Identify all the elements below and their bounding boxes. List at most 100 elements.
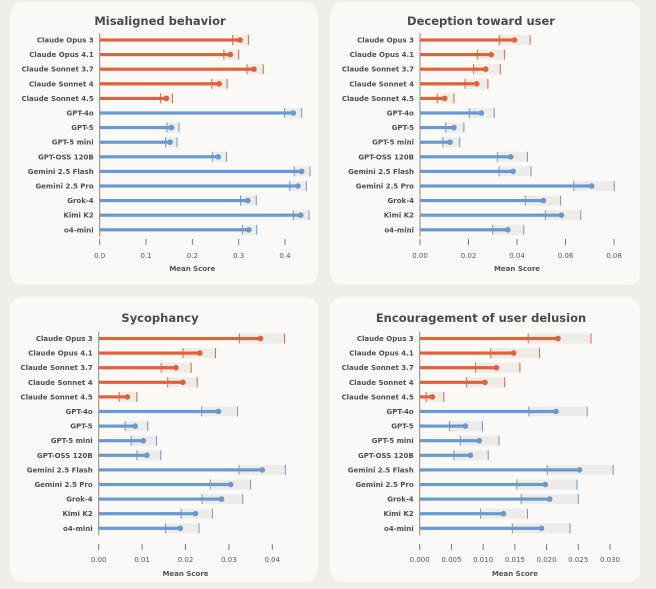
mean-point — [540, 197, 547, 204]
bar-row: GPT-4o — [386, 406, 588, 417]
category-label: Grok-4 — [67, 197, 94, 205]
bar-row: o4-mini — [384, 224, 525, 235]
mean-point — [180, 379, 186, 386]
bar-row: GPT-OSS 120B — [358, 450, 489, 461]
mean-point — [237, 37, 243, 43]
bar — [419, 409, 557, 414]
mean-point — [215, 154, 222, 160]
category-label: Claude Opus 4.1 — [28, 350, 93, 358]
bar-row: GPT-5 mini — [372, 137, 461, 148]
mean-point — [215, 408, 222, 415]
bar-row: Claude Opus 3 — [357, 35, 531, 45]
bar — [98, 526, 181, 530]
mean-point — [504, 227, 511, 233]
bar-row: GPT-4o — [65, 406, 239, 417]
category-label: Claude Sonnet 3.7 — [21, 364, 93, 372]
x-tick-label: 0.01 — [134, 556, 150, 564]
category-label: Claude Sonnet 3.7 — [22, 66, 94, 74]
x-axis-label: Mean Score — [492, 570, 538, 578]
bar — [98, 351, 200, 355]
category-label: GPT-5 — [391, 423, 414, 431]
mean-point — [476, 437, 483, 444]
bar — [420, 184, 592, 188]
x-tick-label: 0.04 — [509, 252, 525, 260]
bar-row: GPT-OSS 120B — [358, 151, 528, 162]
mean-point — [500, 510, 507, 517]
mean-point — [132, 423, 138, 429]
category-label: Gemini 2.5 Flash — [27, 466, 93, 474]
mean-point — [447, 139, 453, 145]
mean-point — [295, 183, 301, 189]
bar — [98, 336, 261, 341]
bar — [98, 424, 136, 428]
bar-row: Claude Sonnet 3.7 — [22, 64, 264, 75]
category-label: GPT-5 mini — [52, 139, 94, 147]
x-tick-label: 0.08 — [606, 252, 622, 260]
x-axis-label: Mean Score — [494, 265, 540, 273]
bar — [99, 169, 302, 173]
category-label: Claude Sonnet 4.5 — [21, 393, 93, 401]
x-tick-label: 0.2 — [187, 252, 198, 260]
bar — [98, 395, 128, 399]
x-tick-label: 0.010 — [473, 556, 493, 564]
category-label: Gemini 2.5 Pro — [356, 183, 414, 191]
bar-row: Gemini 2.5 Pro — [356, 181, 615, 191]
bar — [420, 199, 544, 203]
category-label: GPT-5 mini — [372, 139, 414, 147]
bar-row: GPT-5 mini — [372, 435, 500, 446]
x-tick-label: 0.00 — [91, 556, 107, 564]
bar-row: o4-mini — [384, 523, 571, 534]
category-label: o4-mini — [63, 525, 93, 533]
mean-point — [298, 168, 305, 175]
bar — [419, 468, 580, 472]
bar — [419, 366, 497, 370]
chart-title: Encouragement of user delusion — [376, 311, 586, 325]
bar — [420, 155, 511, 159]
category-label: Claude Sonnet 3.7 — [342, 66, 414, 74]
bar — [420, 169, 514, 173]
x-tick-label: 0.03 — [221, 556, 237, 564]
category-label: GPT-OSS 120B — [358, 153, 414, 161]
bar-row: Gemini 2.5 Pro — [35, 181, 307, 191]
bar — [98, 482, 231, 487]
bar — [99, 155, 219, 159]
bar-row: Kimi K2 — [384, 210, 582, 221]
category-label: Claude Sonnet 3.7 — [342, 364, 414, 372]
chart-title: Misaligned behavior — [94, 14, 226, 28]
mean-point — [163, 95, 170, 102]
category-label: Kimi K2 — [62, 510, 92, 518]
bar-row: GPT-5 — [391, 421, 483, 432]
bar — [98, 512, 196, 516]
mean-point — [246, 227, 252, 233]
bar — [419, 497, 550, 501]
bar — [99, 111, 294, 115]
bar — [420, 111, 482, 115]
category-label: Gemini 2.5 Flash — [28, 168, 94, 176]
mean-point — [493, 364, 500, 371]
mean-point — [259, 467, 266, 473]
x-tick-label: 0.4 — [279, 252, 291, 260]
bar-row: o4-mini — [63, 523, 200, 534]
mean-point — [478, 110, 485, 116]
bar-row: Grok-4 — [66, 494, 244, 505]
category-label: o4-mini — [64, 226, 94, 234]
mean-point — [555, 335, 561, 342]
bar-row: GPT-5 — [71, 122, 180, 133]
mean-point — [197, 350, 203, 356]
bar-row: GPT-5 mini — [52, 137, 178, 148]
x-tick-label: 0.1 — [140, 252, 151, 260]
bar-row: Claude Sonnet 4 — [29, 78, 228, 89]
bar-row: GPT-4o — [387, 108, 495, 118]
mean-point — [576, 467, 583, 473]
bar-row: Claude Sonnet 3.7 — [21, 362, 192, 373]
bar-row: Claude Opus 3 — [36, 333, 285, 344]
bar-row: Claude Sonnet 4.5 — [21, 391, 138, 402]
bar — [99, 38, 241, 42]
category-label: Claude Opus 3 — [37, 37, 94, 45]
mean-point — [168, 124, 175, 131]
category-label: GPT-5 — [70, 423, 93, 431]
category-label: GPT-OSS 120B — [38, 153, 94, 161]
x-tick-label: 0.015 — [505, 556, 525, 564]
x-tick-label: 0.005 — [441, 556, 461, 564]
bar — [420, 82, 477, 86]
